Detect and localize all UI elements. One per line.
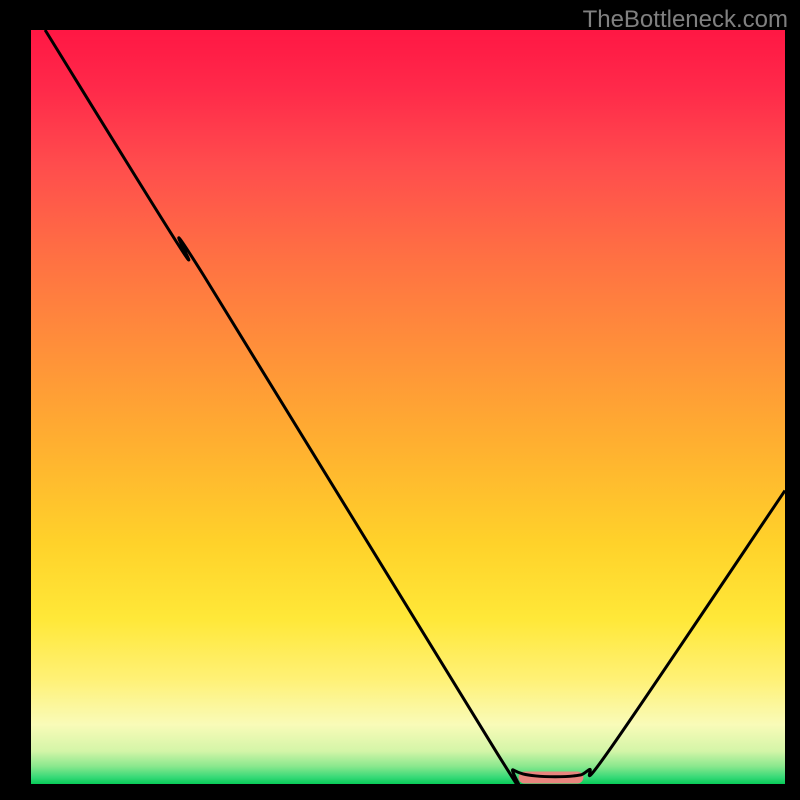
chart-background [30,30,785,785]
chart-svg [30,30,785,785]
watermark-text: TheBottleneck.com [583,6,788,34]
chart-container [30,30,785,785]
